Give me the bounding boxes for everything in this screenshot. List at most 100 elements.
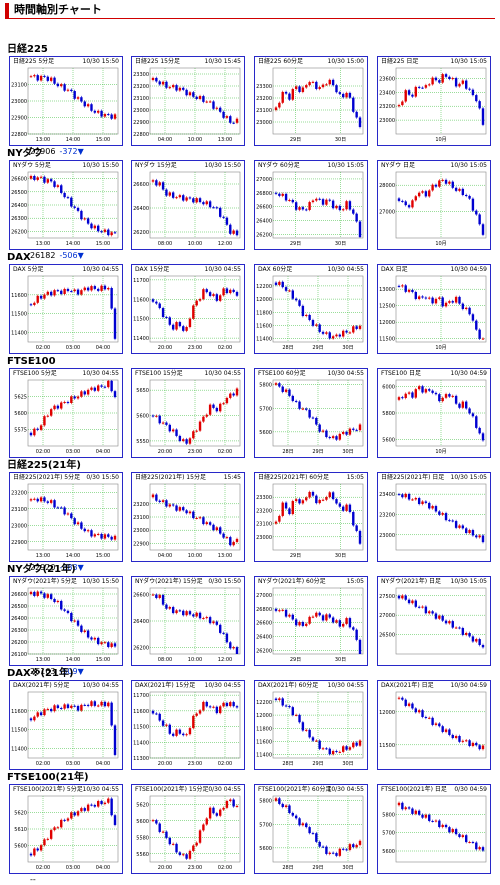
x-tick-label: 15:00	[96, 657, 110, 663]
chart-panel[interactable]: DAX 5分足 10/30 04:55 11600 11500 11400 02:00 03…	[9, 264, 123, 354]
chart-panel[interactable]: NYダウ(2021年) 5分足 10/30 15:50 26600 26500 2640…	[9, 576, 123, 666]
candle-body	[53, 405, 56, 410]
chart-panel[interactable]: 日経225(2021年) 5分足 0/30 15:50 23200 23100 2300…	[9, 472, 123, 562]
candle-body	[83, 391, 86, 395]
candle-body	[165, 831, 168, 838]
chart-label: NYダウ 日足	[381, 162, 416, 169]
chart-label: 日経225(2021年) 日足	[381, 474, 445, 481]
candle-body	[291, 290, 294, 299]
chart-panel[interactable]: DAX(2021年) 15分足 10/30 04:55 11700 11600 1150…	[131, 680, 245, 770]
candle-body	[80, 704, 83, 711]
candlestick-chart: 11700 11600 11500 11400 11300 20:00 23:00 02:00	[133, 691, 241, 767]
candle-body	[225, 288, 229, 294]
candle-body	[475, 416, 478, 428]
candle-body	[107, 642, 110, 647]
candle-body	[288, 290, 291, 292]
y-tick-label: 26200	[256, 649, 272, 655]
chart-panel[interactable]: NYダウ 60分足 10/30 15:05 27000 26800 26600 26400…	[254, 160, 368, 250]
candle-body	[29, 718, 33, 721]
chart-panel[interactable]: NYダウ(2021年) 60分足 15:05 27000 26800 26600 2640…	[254, 576, 368, 666]
chart-panel[interactable]: 日経225 15分足 10/30 15:45 23300 23200 23100 2300…	[131, 56, 245, 146]
chart-panel[interactable]: 日経225(2021年) 日足 10/30 15:05 23400 23200 2300…	[377, 472, 491, 562]
candle-body	[441, 74, 444, 83]
candle-body	[278, 610, 281, 612]
candle-body	[281, 386, 284, 392]
candlestick-chart: 13000 12500 12000 11500 10月	[379, 275, 487, 351]
chart-panel[interactable]: FTSE100 5分足 10/30 04:55 5625 5600 5575 02:00 0…	[9, 368, 123, 458]
chart-panel[interactable]: NYダウ(2021年) 15分足 0/30 15:50 26600 26400 2620…	[131, 576, 245, 666]
x-tick-label: 30日	[335, 241, 346, 247]
chart-panel[interactable]: FTSE100 日足 10/30 04:59 6000 5800 5600 10月	[377, 368, 491, 458]
y-tick-label: 13000	[379, 287, 395, 293]
candle-body	[33, 716, 36, 721]
candle-body	[171, 504, 175, 506]
chart-panel[interactable]: NYダウ(2021年) 日足 10/30 15:05 27500 27000 26500	[377, 576, 491, 666]
chart-panel[interactable]: FTSE100 15分足 10/30 04:55 5650 5600 5550 20:00…	[131, 368, 245, 458]
chart-panel[interactable]: 日経225 60分足 10/30 15:00 23300 23200 23100 2300…	[254, 56, 368, 146]
y-tick-label: 11500	[11, 312, 27, 318]
candle-body	[397, 198, 401, 201]
candle-body	[475, 320, 478, 330]
chart-panel[interactable]: DAX(2021年) 60分足 10/30 04:55 12200 12000 1180…	[254, 680, 368, 770]
chart-panel[interactable]: 日経225(2021年) 60分足 15:05 23300 23200 23100 230…	[254, 472, 368, 562]
candlestick-chart: 26600 26400 26200 08:00 10:00 12:00	[133, 171, 241, 247]
candle-body	[481, 224, 485, 235]
candlestick-chart: 23600 23400 23200 23000 10月	[379, 67, 487, 143]
y-tick-label: 27500	[379, 594, 395, 600]
candle-body	[328, 199, 331, 201]
candle-body	[338, 620, 342, 627]
candle-body	[70, 197, 73, 207]
chart-panel[interactable]: DAX(2021年) 5分足 10/30 04:55 11600 11500 11400…	[9, 680, 123, 770]
candle-body	[475, 842, 478, 850]
candle-body	[407, 90, 411, 95]
candle-body	[229, 642, 232, 649]
candle-body	[36, 428, 39, 430]
y-tick-label: 12000	[256, 297, 272, 303]
chart-panel[interactable]: DAX 日足 10/30 04:59 13000 12500 12000 11500 10月	[377, 264, 491, 354]
chart-panel[interactable]: DAX(2021年) 日足 10/30 04:59 12000 11500	[377, 680, 491, 770]
candle-body	[355, 429, 358, 431]
chart-panel[interactable]: DAX 60分足 10/30 04:55 12200 12000 11800 11600 1…	[254, 264, 368, 354]
candle-body	[278, 798, 281, 804]
candle-body	[281, 91, 284, 103]
candle-body	[421, 814, 424, 818]
x-tick-label: 13:00	[36, 137, 50, 143]
candle-body	[93, 701, 97, 706]
candle-body	[97, 705, 100, 707]
candle-body	[414, 708, 417, 713]
candle-body	[168, 724, 171, 734]
candle-body	[107, 380, 110, 388]
chart-panel[interactable]: 日経225 5分足 10/30 15:50 23100 23000 22900 22800…	[9, 56, 123, 146]
candle-body	[274, 383, 278, 385]
chart-panel[interactable]: DAX 15分足 10/30 04:55 11700 11600 11500 11400 2…	[131, 264, 245, 354]
candle-body	[212, 294, 215, 296]
candle-body	[421, 386, 424, 393]
chart-panel[interactable]: NYダウ 日足 10/30 15:05 28000 27000 10月	[377, 160, 491, 250]
candlestick-chart: 5620 5600 5580 5560 20:00 23:00 02:00	[136, 795, 241, 871]
candle-body	[36, 295, 39, 303]
y-tick-label: 12000	[379, 320, 395, 326]
chart-panel[interactable]: FTSE100(2021年) 5分足 10/30 04:55 5620 5610 560…	[9, 784, 123, 874]
candle-body	[465, 80, 468, 89]
chart-panel[interactable]: NYダウ 5分足 10/30 15:50 26600 26500 26400 26300 2…	[9, 160, 123, 250]
candle-body	[161, 182, 165, 190]
x-tick-label: 10:00	[188, 137, 202, 143]
candle-body	[215, 207, 219, 209]
candle-body	[171, 85, 175, 88]
candle-body	[76, 522, 80, 525]
candle-body	[281, 698, 284, 706]
chart-panel[interactable]: 日経225(2021年) 15分足 15:45 23200 23100 23000 229…	[131, 472, 245, 562]
chart-panel[interactable]: NYダウ 15分足 10/30 15:50 26600 26400 26200 08:00…	[131, 160, 245, 250]
candle-body	[56, 83, 60, 87]
y-tick-label: 12000	[256, 713, 272, 719]
candle-body	[73, 91, 76, 99]
chart-panel[interactable]: FTSE100(2021年) 15分足 0/30 04:55 5620 5600 558…	[131, 784, 245, 874]
chart-panel[interactable]: FTSE100 60分足 10/30 04:55 5800 5700 5600 28日 29…	[254, 368, 368, 458]
candle-body	[298, 401, 301, 409]
candle-body	[29, 591, 33, 594]
candle-body	[308, 827, 311, 834]
candle-body	[110, 232, 113, 236]
chart-panel[interactable]: 日経225 日足 10/30 15:05 23600 23400 23200 23000 1…	[377, 56, 491, 146]
chart-panel[interactable]: FTSE100(2021年) 日足 0/30 04:59 5800 5700 5600	[377, 784, 491, 874]
chart-panel[interactable]: FTSE100(2021年) 60分足 10/30 04:55 5800 5700 56…	[254, 784, 368, 874]
